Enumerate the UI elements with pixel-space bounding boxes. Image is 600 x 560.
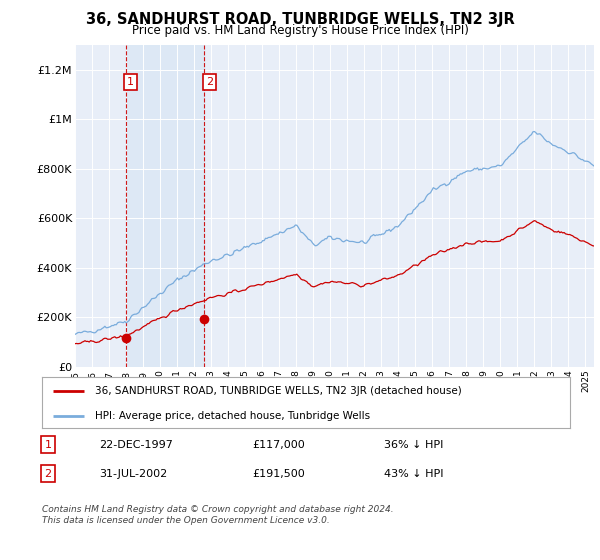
Text: 36, SANDHURST ROAD, TUNBRIDGE WELLS, TN2 3JR: 36, SANDHURST ROAD, TUNBRIDGE WELLS, TN2… <box>86 12 514 27</box>
Text: 36% ↓ HPI: 36% ↓ HPI <box>384 440 443 450</box>
Text: 1: 1 <box>44 440 52 450</box>
Text: £191,500: £191,500 <box>252 469 305 479</box>
Text: 2: 2 <box>44 469 52 479</box>
Text: 36, SANDHURST ROAD, TUNBRIDGE WELLS, TN2 3JR (detached house): 36, SANDHURST ROAD, TUNBRIDGE WELLS, TN2… <box>95 386 461 396</box>
Text: 31-JUL-2002: 31-JUL-2002 <box>99 469 167 479</box>
Text: 1: 1 <box>127 77 134 87</box>
Text: £117,000: £117,000 <box>252 440 305 450</box>
Text: 43% ↓ HPI: 43% ↓ HPI <box>384 469 443 479</box>
Text: HPI: Average price, detached house, Tunbridge Wells: HPI: Average price, detached house, Tunb… <box>95 410 370 421</box>
Text: 2: 2 <box>206 77 213 87</box>
Text: 22-DEC-1997: 22-DEC-1997 <box>99 440 173 450</box>
Text: Price paid vs. HM Land Registry's House Price Index (HPI): Price paid vs. HM Land Registry's House … <box>131 24 469 36</box>
Bar <box>125 45 204 367</box>
Text: Contains HM Land Registry data © Crown copyright and database right 2024.
This d: Contains HM Land Registry data © Crown c… <box>42 505 394 525</box>
